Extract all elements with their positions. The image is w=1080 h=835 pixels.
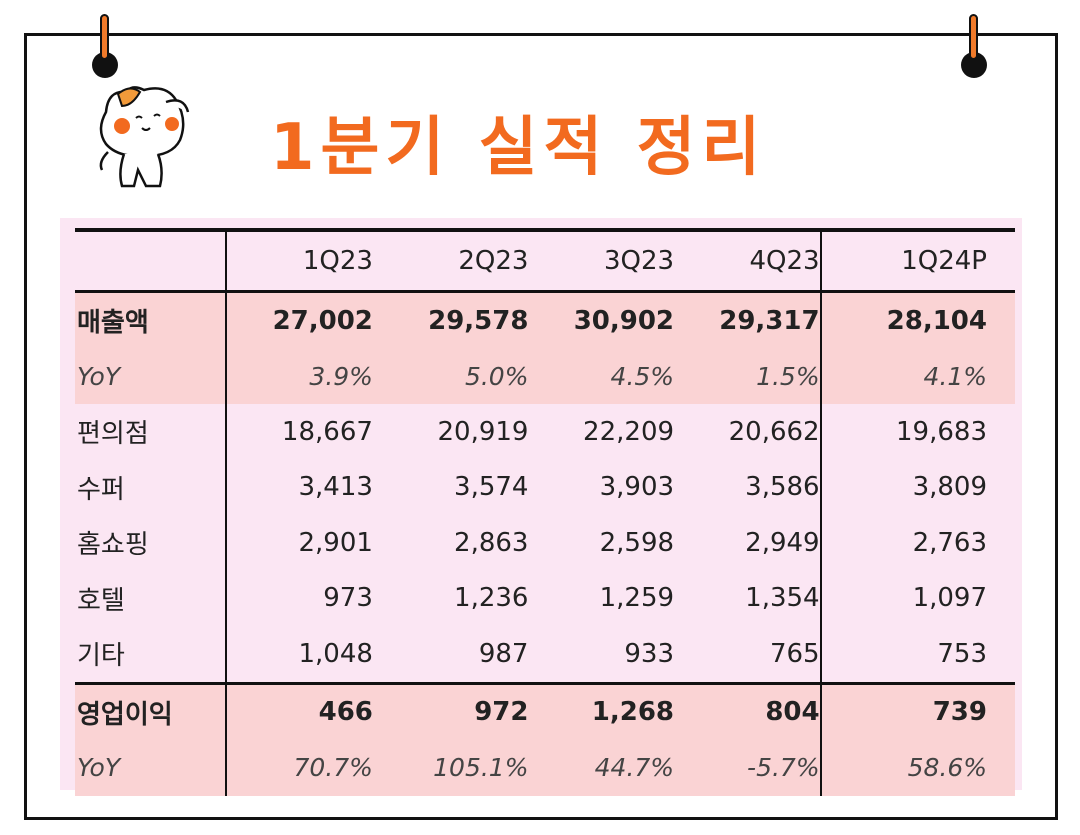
table-row: 편의점 18,667 20,919 22,209 20,662 19,683 xyxy=(75,404,1015,460)
results-table: 1Q23 2Q23 3Q23 4Q23 1Q24P 매출액 27,002 29,… xyxy=(75,228,1015,796)
table-cell: 58.6% xyxy=(819,740,1015,796)
table-cell: 972 xyxy=(382,681,529,740)
table-cell: 44.7% xyxy=(528,740,675,796)
table-row: 기타 1,048 987 933 765 753 xyxy=(75,626,1015,683)
table-cell: 2,901 xyxy=(298,527,373,558)
row-label: 수퍼 xyxy=(75,459,228,515)
row-label: 매출액 xyxy=(75,291,228,349)
table-cell: -5.7% xyxy=(674,740,821,796)
table-cell: 2,949 xyxy=(745,527,820,558)
table-cell: 5.0% xyxy=(382,348,529,404)
table-cell: 2,863 xyxy=(454,527,529,558)
table-cell: 765 xyxy=(769,638,820,669)
table-cell: 1,354 xyxy=(745,583,820,614)
header-cell: 2Q23 xyxy=(382,228,529,293)
table-cell: 1,259 xyxy=(599,583,675,614)
table-cell: 22,209 xyxy=(583,416,675,447)
cat-mascot-icon xyxy=(99,86,190,188)
table-cell: 3,574 xyxy=(454,472,529,503)
row-label: 기타 xyxy=(75,626,228,683)
table-cell: 27,002 xyxy=(226,291,383,349)
row-label: YoY xyxy=(75,348,228,404)
row-label: 영업이익 xyxy=(75,681,228,740)
table-cell: 987 xyxy=(478,638,529,669)
header-cell: 1Q23 xyxy=(226,228,383,293)
table-cell: 804 xyxy=(674,681,821,740)
table-row: 홈쇼핑 2,901 2,863 2,598 2,949 2,763 xyxy=(75,515,1015,571)
page-title: 1분기 실적 정리 xyxy=(270,111,767,185)
table-cell: 4.1% xyxy=(819,348,1015,404)
row-label: YoY xyxy=(75,740,228,796)
table-cell: 1,268 xyxy=(528,681,675,740)
table-cell: 70.7% xyxy=(226,740,383,796)
table-cell: 3,413 xyxy=(298,472,373,503)
table-cell: 1.5% xyxy=(674,348,821,404)
table-cell: 3,903 xyxy=(599,472,675,503)
header-cell: 1Q24P xyxy=(819,228,1015,293)
table-row: 수퍼 3,413 3,574 3,903 3,586 3,809 xyxy=(75,459,1015,515)
table-cell: 3,586 xyxy=(745,472,820,503)
table-cell: 1,048 xyxy=(298,638,373,669)
row-label: 홈쇼핑 xyxy=(75,515,228,571)
table-row: 호텔 973 1,236 1,259 1,354 1,097 xyxy=(75,570,1015,626)
row-label: 호텔 xyxy=(75,570,228,626)
table-cell: 3.9% xyxy=(226,348,383,404)
table-row: YoY 3.9% 5.0% 4.5% 1.5% 4.1% xyxy=(75,348,1015,404)
table-cell: 29,578 xyxy=(382,291,529,349)
table-cell: 973 xyxy=(323,583,373,614)
table-cell: 20,919 xyxy=(437,416,529,447)
header-cell: 4Q23 xyxy=(674,228,821,293)
table-cell: 3,809 xyxy=(819,459,1015,515)
table-cell: 4.5% xyxy=(528,348,675,404)
table-cell: 20,662 xyxy=(728,416,820,447)
table-cell: 29,317 xyxy=(674,291,821,349)
left-pin-stick xyxy=(100,14,109,60)
table-cell: 753 xyxy=(819,626,1015,683)
table-cell: 105.1% xyxy=(382,740,529,796)
table-cell: 2,598 xyxy=(599,527,675,558)
table-cell: 466 xyxy=(226,681,383,740)
header-cell xyxy=(75,228,228,293)
table-cell: 1,097 xyxy=(819,570,1015,626)
table-cell: 18,667 xyxy=(281,416,373,447)
table-cell: 2,763 xyxy=(819,515,1015,571)
table-cell: 19,683 xyxy=(819,404,1015,460)
table-cell: 1,236 xyxy=(454,583,529,614)
row-label: 편의점 xyxy=(75,404,228,460)
table-row: 영업이익 466 972 1,268 804 739 xyxy=(75,681,1015,740)
table-cell: 933 xyxy=(624,638,675,669)
table-cell: 739 xyxy=(819,681,1015,740)
results-table-panel: 1Q23 2Q23 3Q23 4Q23 1Q24P 매출액 27,002 29,… xyxy=(60,218,1022,796)
right-pin-stick xyxy=(969,14,978,60)
header-cell: 3Q23 xyxy=(528,228,675,293)
table-row: 매출액 27,002 29,578 30,902 29,317 28,104 xyxy=(75,291,1015,349)
table-header-row: 1Q23 2Q23 3Q23 4Q23 1Q24P xyxy=(75,228,1015,293)
table-row: YoY 70.7% 105.1% 44.7% -5.7% 58.6% xyxy=(75,740,1015,796)
table-cell: 30,902 xyxy=(528,291,675,349)
table-cell: 28,104 xyxy=(819,291,1015,349)
